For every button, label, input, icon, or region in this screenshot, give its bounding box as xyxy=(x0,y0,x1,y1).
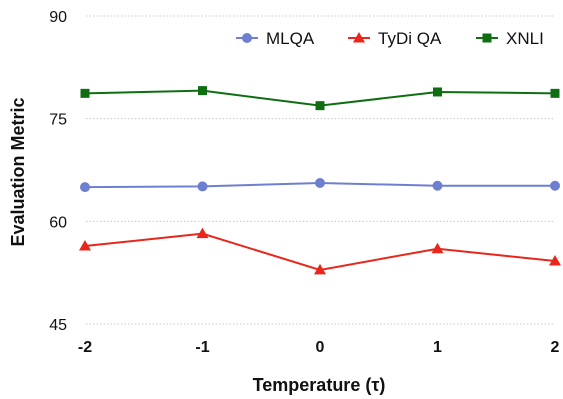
x-tick-label: 2 xyxy=(551,339,560,356)
data-point-mlqa xyxy=(315,178,325,189)
legend-marker-tydi-qa xyxy=(353,32,365,43)
legend-item-tydi-qa: TyDi QA xyxy=(348,29,442,48)
legend-label: TyDi QA xyxy=(378,29,442,48)
x-tick-label: -1 xyxy=(195,339,209,356)
series-tydi-qa xyxy=(79,227,561,275)
series-mlqa xyxy=(80,178,560,193)
data-point-mlqa xyxy=(432,180,443,191)
x-tick-label: 0 xyxy=(316,339,325,356)
data-point-xnli xyxy=(198,86,207,96)
data-point-tydi-qa xyxy=(314,263,326,275)
x-tick-label: -2 xyxy=(78,339,92,356)
series-lines xyxy=(79,86,561,275)
data-point-mlqa xyxy=(80,182,90,193)
data-point-tydi-qa xyxy=(196,227,209,239)
y-tick-label: 45 xyxy=(49,317,67,334)
data-point-xnli xyxy=(315,101,325,111)
y-axis-title: Evaluation Metric xyxy=(8,97,28,246)
data-point-tydi-qa xyxy=(549,255,561,266)
y-axis-ticks: 45 60 75 90 xyxy=(49,9,67,334)
legend-marker-xnli xyxy=(482,33,492,43)
legend-item-mlqa: MLQA xyxy=(236,29,315,48)
legend-label: XNLI xyxy=(506,29,544,48)
data-point-xnli xyxy=(550,88,560,98)
legend-label: MLQA xyxy=(266,29,315,48)
legend: MLQA TyDi QA XNLI xyxy=(236,29,544,48)
y-tick-label: 60 xyxy=(49,214,67,231)
data-point-mlqa xyxy=(550,180,560,191)
series-xnli xyxy=(80,86,560,111)
x-axis-title: Temperature (τ) xyxy=(253,375,386,395)
data-point-xnli xyxy=(80,88,90,98)
data-point-tydi-qa xyxy=(79,239,91,251)
legend-marker-mlqa xyxy=(242,33,252,43)
data-point-mlqa xyxy=(197,181,208,192)
x-tick-label: 1 xyxy=(433,339,442,356)
data-point-xnli xyxy=(433,87,442,97)
data-point-tydi-qa xyxy=(431,242,444,254)
y-tick-label: 90 xyxy=(49,9,67,26)
x-axis-ticks: -2 -1 0 1 2 xyxy=(78,339,560,356)
y-tick-label: 75 xyxy=(49,112,67,129)
legend-item-xnli: XNLI xyxy=(476,29,544,48)
grid-lines xyxy=(86,15,555,325)
